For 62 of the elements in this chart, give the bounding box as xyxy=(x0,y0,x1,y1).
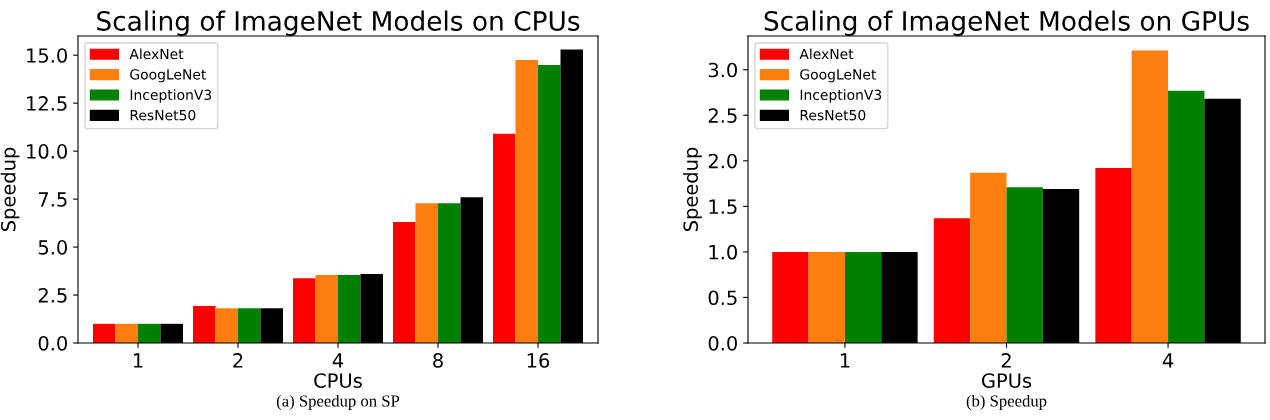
bar xyxy=(808,251,845,343)
y-tick-label: 0.5 xyxy=(708,290,737,306)
text: (b) Speedup xyxy=(966,394,1047,410)
bar xyxy=(438,203,461,343)
chart-title: Scaling of ImageNet Models on GPUs xyxy=(764,10,1249,36)
y-axis-title: Speedup xyxy=(0,147,20,232)
bar xyxy=(970,172,1007,343)
x-tick-label: 4 xyxy=(332,353,344,368)
chart-title: Scaling of ImageNet Models on CPUs xyxy=(97,10,580,36)
x-tick-label: 2 xyxy=(233,353,243,368)
legend-label: InceptionV3 xyxy=(800,89,882,103)
bar xyxy=(338,275,361,343)
x-tick-label: 8 xyxy=(433,353,443,368)
bar xyxy=(844,251,882,343)
x-tick-label: 16 xyxy=(527,353,550,368)
y-tick-label: 0.0 xyxy=(708,335,737,351)
x-axis-title: CPUs xyxy=(314,373,362,388)
text: (a) Speedup on SP xyxy=(276,394,400,410)
legend-label: ResNet50 xyxy=(800,109,866,121)
bar xyxy=(115,323,138,343)
bar xyxy=(1131,50,1169,343)
bar xyxy=(493,133,516,343)
bar xyxy=(215,308,238,343)
legend-label: GoogLeNet xyxy=(800,69,877,83)
x-axis-title: GPUs xyxy=(982,373,1032,388)
x-tick-label: 1 xyxy=(840,353,850,368)
y-tick-label: 2.0 xyxy=(708,153,737,169)
bar xyxy=(515,59,538,343)
legend-label: GoogLeNet xyxy=(130,69,207,83)
x-tick-label: 2 xyxy=(1001,353,1011,368)
legend-label: AlexNet xyxy=(129,48,184,60)
bar xyxy=(415,203,438,343)
bar xyxy=(933,218,971,343)
legend-label: ResNet50 xyxy=(130,109,196,121)
x-tick-label: 1 xyxy=(133,353,143,368)
y-tick-label: 0.0 xyxy=(38,335,67,351)
y-tick-label: 5.0 xyxy=(38,240,67,255)
bar xyxy=(93,323,116,343)
y-tick-label: 1.0 xyxy=(709,244,737,260)
bar xyxy=(393,222,416,343)
y-tick-label: 2.5 xyxy=(38,287,67,303)
y-tick-label: 15.0 xyxy=(27,48,67,63)
y-tick-label: 3.0 xyxy=(708,62,737,78)
y-tick-label: 12.5 xyxy=(27,96,67,111)
x-tick-label: 4 xyxy=(1162,353,1174,368)
y-tick-label: 1.5 xyxy=(709,199,737,215)
y-axis-title: Speedup xyxy=(682,147,702,232)
y-tick-label: 7.5 xyxy=(38,192,67,207)
y-tick-label: 10.0 xyxy=(27,144,67,159)
bar xyxy=(293,278,316,343)
bar xyxy=(315,275,338,343)
legend-label: InceptionV3 xyxy=(130,89,212,103)
bar xyxy=(538,64,561,343)
y-tick-label: 2.5 xyxy=(708,108,737,123)
bar xyxy=(193,305,216,343)
bar xyxy=(138,323,161,343)
legend-label: AlexNet xyxy=(799,48,854,60)
bar xyxy=(238,308,261,343)
bar xyxy=(1095,168,1132,343)
bar xyxy=(1006,187,1043,343)
bar xyxy=(772,251,809,343)
bar xyxy=(1168,90,1205,343)
